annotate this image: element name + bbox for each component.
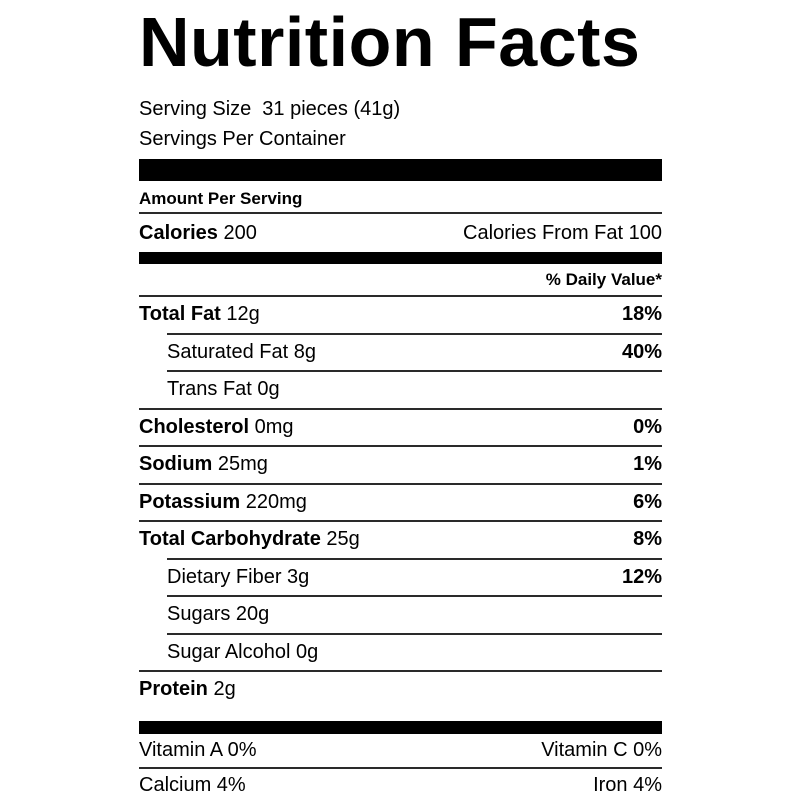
nutrient-name: Protein: [139, 678, 208, 701]
nutrient-row: Cholesterol 0mg 0%: [139, 410, 662, 446]
nutrient-name-amount: Cholesterol 0mg: [139, 416, 294, 439]
separator-bar-calories: [139, 252, 662, 264]
nutrient-name-amount: Protein 2g: [139, 678, 236, 701]
nutrient-row: Sugar Alcohol 0g: [139, 635, 662, 671]
nutrient-name: Sugars: [167, 603, 231, 626]
nutrient-amount: 0g: [290, 640, 319, 663]
nutrient-name: Potassium: [139, 490, 241, 513]
row-divider: [167, 370, 662, 372]
row-divider: [139, 295, 662, 297]
nutrient-row: Trans Fat 0g: [139, 372, 662, 408]
micronutrient-rows: Vitamin A 0% Vitamin C 0% Calcium 4% Iron 4…: [139, 734, 662, 802]
micronutrient-right: Iron 4%: [593, 773, 662, 796]
nutrient-row: Dietary Fiber 3g 12%: [139, 560, 662, 596]
nutrient-name-amount: Sugar Alcohol 0g: [139, 641, 318, 664]
nutrient-name: Dietary Fiber: [167, 565, 282, 588]
nutrient-name-amount: Total Fat 12g: [139, 303, 260, 326]
nutrient-amount: 220mg: [240, 490, 307, 513]
nutrient-daily-value: 12%: [621, 565, 662, 588]
nutrient-row: Protein 2g: [139, 672, 662, 708]
nutrient-amount: 20g: [230, 603, 270, 626]
row-divider: [167, 557, 662, 560]
serving-size-line: Serving Size 31 pieces (41g): [139, 94, 662, 124]
nutrient-name: Sodium: [139, 453, 213, 476]
nutrient-daily-value: 1%: [633, 453, 662, 476]
nutrient-name-amount: Sugars 20g: [139, 603, 269, 626]
nutrient-daily-value: 0%: [633, 415, 662, 438]
nutrient-amount: 12g: [220, 303, 260, 326]
row-divider: [139, 482, 662, 485]
page-title: Nutrition Facts: [139, 3, 641, 81]
nutrient-name: Saturated Fat: [167, 340, 289, 363]
nutrient-name-amount: Total Carbohydrate 25g: [139, 528, 360, 551]
micronutrient-right: Vitamin C 0%: [541, 738, 662, 761]
nutrient-name: Total Carbohydrate: [139, 528, 321, 551]
row-divider: [167, 332, 662, 335]
nutrient-row: Saturated Fat 8g 40%: [139, 335, 662, 371]
calories-from-fat: Calories From Fat 100: [463, 221, 662, 244]
servings-per-container-line: Servings Per Container: [139, 128, 346, 150]
calories-label: Calories: [139, 221, 218, 244]
micronutrient-left: Calcium 4%: [139, 773, 246, 796]
nutrient-name-amount: Trans Fat 0g: [139, 378, 280, 401]
calories-row: Calories 200 Calories From Fat 100: [139, 214, 662, 252]
row-divider: [139, 766, 662, 769]
nutrient-amount: 3g: [281, 565, 310, 588]
nutrient-amount: 8g: [288, 340, 316, 363]
serving-info-block: Serving Size 31 pieces (41g) Servings Per…: [139, 94, 662, 154]
row-divider: [139, 407, 662, 410]
calories-value: 200: [223, 221, 257, 244]
nutrient-row: Potassium 220mg 6%: [139, 485, 662, 521]
nutrient-daily-value: 6%: [633, 490, 662, 513]
nutrient-name-amount: Dietary Fiber 3g: [139, 566, 309, 589]
nutrient-name-amount: Potassium 220mg: [139, 491, 307, 514]
row-divider: [167, 595, 662, 597]
nutrient-rows: Total Fat 12g 18% Saturated Fat 8g 40% Trans…: [139, 295, 662, 708]
row-divider: [139, 670, 662, 672]
nutrient-daily-value: 18%: [621, 303, 662, 326]
nutrition-facts-label: Nutrition Facts Serving Size 31 pieces (4…: [139, 0, 662, 802]
nutrient-amount: 2g: [207, 678, 236, 701]
amount-per-serving-label: Amount Per Serving: [139, 188, 303, 208]
row-divider: [139, 520, 662, 522]
row-divider: [139, 212, 662, 214]
nutrient-name: Cholesterol: [139, 415, 250, 438]
nutrient-daily-value: 8%: [633, 528, 662, 551]
separator-bar-bottom: [139, 720, 662, 734]
row-divider: [167, 632, 662, 635]
nutrient-row: Sodium 25mg 1%: [139, 447, 662, 483]
daily-value-header: % Daily Value*: [545, 269, 662, 289]
micronutrient-row: Vitamin A 0% Vitamin C 0%: [139, 734, 662, 767]
nutrient-daily-value: 40%: [621, 340, 662, 363]
nutrient-name: Total Fat: [139, 303, 221, 326]
nutrient-row: Sugars 20g: [139, 597, 662, 633]
serving-size-value: 31 pieces (41g): [262, 98, 401, 120]
serving-size-label: Serving Size: [139, 98, 252, 120]
separator-bar-top: [139, 159, 662, 181]
calories-label-value: Calories 200: [139, 222, 257, 245]
nutrient-amount: 0mg: [249, 415, 294, 438]
row-divider: [139, 445, 662, 447]
nutrient-row: Total Fat 12g 18%: [139, 297, 662, 333]
nutrient-name: Trans Fat: [167, 378, 252, 401]
nutrient-name-amount: Saturated Fat 8g: [139, 341, 316, 364]
nutrient-amount: 0g: [251, 378, 280, 401]
nutrient-name: Sugar Alcohol: [167, 640, 291, 663]
nutrient-amount: 25g: [320, 528, 360, 551]
micronutrient-row: Calcium 4% Iron 4%: [139, 769, 662, 802]
nutrient-row: Total Carbohydrate 25g 8%: [139, 522, 662, 558]
nutrient-amount: 25mg: [212, 453, 268, 476]
nutrient-name-amount: Sodium 25mg: [139, 453, 268, 476]
micronutrient-left: Vitamin A 0%: [139, 738, 257, 761]
